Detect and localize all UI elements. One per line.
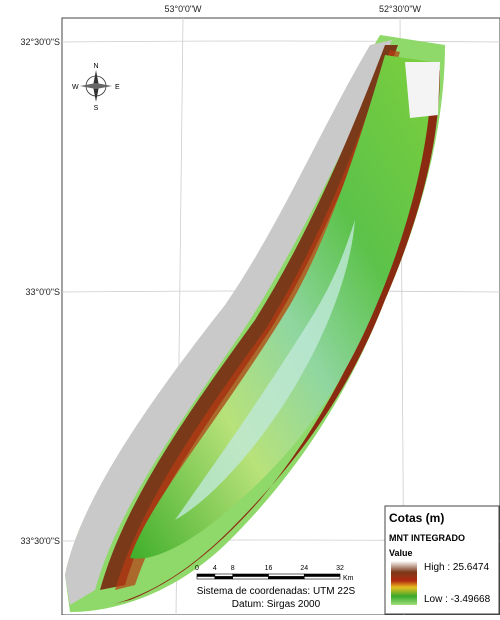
compass-s: S bbox=[94, 105, 99, 112]
scale-segment bbox=[215, 574, 233, 577]
latitude-label: 32°30'0"S bbox=[20, 37, 60, 47]
scale-unit: Km bbox=[343, 575, 354, 582]
map: N S E W 53°0'0"W 52°30'0"W 32°30'0"S 33°… bbox=[0, 0, 500, 615]
scale-segment bbox=[304, 574, 340, 577]
scale-tick-label: 32 bbox=[336, 565, 344, 572]
scale-segment bbox=[197, 574, 215, 577]
scale-segment bbox=[304, 577, 340, 580]
compass-e: E bbox=[115, 84, 120, 91]
scale-segment bbox=[269, 577, 305, 580]
legend-layer: MNT INTEGRADO bbox=[389, 533, 465, 543]
legend-low: Low : -3.49668 bbox=[424, 594, 491, 605]
urban-area bbox=[405, 62, 440, 118]
compass-w: W bbox=[72, 84, 79, 91]
scale-segment bbox=[197, 577, 215, 580]
latitude-label: 33°30'0"S bbox=[20, 536, 60, 546]
scale-tick-label: 16 bbox=[265, 565, 273, 572]
legend-ramp bbox=[391, 561, 417, 605]
scale-tick-label: 4 bbox=[213, 565, 217, 572]
scale-tick-label: 8 bbox=[231, 565, 235, 572]
scale-segment bbox=[233, 577, 269, 580]
legend-high: High : 25.6474 bbox=[424, 562, 489, 573]
longitude-label: 53°0'0"W bbox=[164, 4, 202, 14]
scale-segment bbox=[215, 577, 233, 580]
legend-title: Cotas (m) bbox=[389, 511, 444, 525]
datum: Datum: Sirgas 2000 bbox=[232, 599, 321, 610]
scale-segment bbox=[269, 574, 305, 577]
scale-tick-label: 0 bbox=[195, 565, 199, 572]
coordinate-system: Sistema de coordenadas: UTM 22S bbox=[197, 586, 356, 597]
compass-n: N bbox=[93, 63, 98, 70]
longitude-label: 52°30'0"W bbox=[379, 4, 422, 14]
legend-field: Value bbox=[389, 548, 413, 558]
scale-tick-label: 24 bbox=[300, 565, 308, 572]
scale-segment bbox=[233, 574, 269, 577]
latitude-label: 33°0'0"S bbox=[25, 287, 60, 297]
